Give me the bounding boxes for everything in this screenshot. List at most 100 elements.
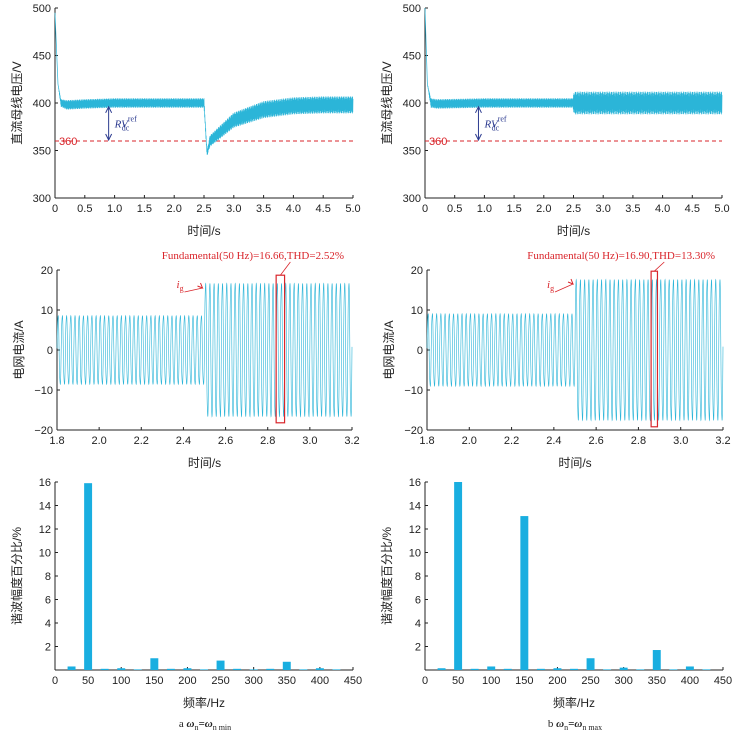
spectrum-bar (553, 668, 562, 670)
rv-arrow-head-down (475, 133, 482, 142)
x-tick-label: 2.4 (176, 435, 191, 447)
spectrum-bar (332, 669, 341, 670)
rv-arrow-head-up (105, 105, 113, 114)
x-tick-label: 2.5 (196, 203, 211, 215)
highlight-window-box (650, 270, 659, 428)
x-tick-label: 3.0 (226, 203, 241, 215)
y-tick-label: 450 (403, 51, 421, 63)
y-axis-label: 谐波幅度百分比/% (9, 527, 24, 625)
x-axis-label: 频率/Hz (553, 695, 595, 710)
x-tick-label: 2.0 (91, 435, 106, 447)
thd-leader-line (280, 261, 291, 276)
x-axis-label: 频率/Hz (183, 695, 225, 710)
x-tick-label: 200 (178, 675, 196, 687)
x-tick-label: 3.2 (344, 435, 359, 447)
y-tick-label: 16 (39, 477, 51, 489)
x-tick-label: 4.0 (655, 203, 670, 215)
x-tick-label: 150 (515, 675, 533, 687)
spectrum-bar (586, 658, 595, 670)
x-tick-label: 5.0 (714, 203, 729, 215)
y-tick-label: 500 (33, 3, 51, 15)
x-axis-label: 时间/s (557, 224, 590, 238)
x-tick-label: 0.5 (77, 203, 92, 215)
x-tick-label: 5.0 (345, 203, 360, 215)
x-tick-label: 0 (422, 203, 428, 215)
spectrum-bar (437, 668, 446, 670)
signal-label-arrowhead (567, 278, 574, 285)
x-tick-label: 4.5 (685, 203, 700, 215)
y-tick-label: 0 (47, 345, 53, 357)
y-axis-label: 谐波幅度百分比/% (379, 527, 394, 625)
thd-leader-line (654, 261, 665, 272)
spectrum-bar (487, 666, 496, 670)
x-tick-label: 200 (548, 675, 566, 687)
x-tick-label: 4.5 (316, 203, 331, 215)
chart-right-current: 1.8 2.0 2.2 2.4 2.6 2.8 3.0 3.2 −20 −10 0 10 20 时间/s 电… (382, 250, 731, 470)
chart-right-voltage: 0 0.5 1.0 1.5 2.0 2.5 3.0 3.5 4.0 4.5 5.0 300 350 400… (380, 3, 730, 238)
x-tick-label: 50 (452, 675, 464, 687)
x-tick-label: 350 (648, 675, 666, 687)
signal-label-arrowhead (197, 282, 204, 289)
y-tick-label: 8 (415, 571, 421, 583)
y-tick-label: 14 (39, 501, 51, 513)
spectrum-bar (282, 661, 291, 670)
x-tick-label: 2.4 (546, 435, 561, 447)
y-tick-label: −10 (34, 385, 53, 397)
x-tick-label: 2.8 (260, 435, 275, 447)
y-axis-label: 直流母线电压/V (10, 61, 24, 144)
y-tick-label: 2 (45, 642, 51, 654)
y-tick-label: 8 (45, 571, 51, 583)
x-tick-label: 4.0 (286, 203, 301, 215)
x-tick-label: 100 (482, 675, 500, 687)
x-tick-label: 450 (344, 675, 362, 687)
x-tick-label: 3.5 (256, 203, 271, 215)
x-tick-label: 400 (311, 675, 329, 687)
rv-annotation: RVref dc (114, 114, 137, 132)
voltage-series-line (424, 7, 723, 115)
y-tick-label: 300 (33, 193, 51, 205)
y-axis-label: 电网电流/A (382, 320, 396, 379)
x-tick-label: 2.0 (536, 203, 551, 215)
x-tick-label: 1.5 (137, 203, 152, 215)
y-tick-label: 10 (409, 548, 421, 560)
y-tick-label: 300 (403, 193, 421, 205)
x-tick-label: 1.8 (419, 435, 434, 447)
spectrum-bar (150, 658, 159, 670)
spectrum-bar (685, 666, 694, 670)
x-tick-label: 3.5 (625, 203, 640, 215)
y-tick-label: 12 (409, 524, 421, 536)
spectrum-bar (166, 668, 175, 670)
current-series-line (56, 282, 353, 418)
current-signal-label: ig (547, 279, 554, 293)
signal-label-arrow (554, 283, 574, 293)
caption-right: b ωn=ωn max (548, 718, 602, 732)
x-tick-label: 1.0 (107, 203, 122, 215)
y-tick-label: 2 (415, 642, 421, 654)
x-axis-label: 时间/s (558, 456, 591, 470)
x-tick-label: 400 (681, 675, 699, 687)
y-tick-label: 10 (41, 305, 53, 317)
y-tick-label: 20 (41, 265, 53, 277)
spectrum-bar (603, 669, 612, 670)
y-tick-label: 4 (45, 618, 51, 630)
signal-label-arrow (184, 287, 203, 293)
spectrum-bar (619, 667, 628, 670)
reference-label: 360 (429, 136, 447, 148)
x-tick-label: 350 (278, 675, 296, 687)
x-tick-label: 1.8 (49, 435, 64, 447)
x-axis-label: 时间/s (188, 456, 221, 470)
y-tick-label: 16 (409, 477, 421, 489)
spectrum-bar (216, 660, 225, 670)
y-tick-label: 350 (403, 146, 421, 158)
chart-left-current: 1.8 2.0 2.2 2.4 2.6 2.8 3.0 3.2 −20 −10 0 10 20 时间/s 电… (12, 250, 360, 470)
y-tick-label: 6 (45, 595, 51, 607)
x-tick-label: 0 (52, 675, 58, 687)
voltage-series-line (54, 12, 354, 156)
chart-right-spectrum: 0 50 100 150 200 250 300 350 400 450 2 4 6 8 10 12 14 16 频… (379, 477, 732, 710)
x-tick-label: 2.5 (566, 203, 581, 215)
x-tick-label: 2.8 (631, 435, 646, 447)
x-tick-label: 3.2 (715, 435, 730, 447)
x-tick-label: 250 (211, 675, 229, 687)
y-tick-label: −10 (404, 385, 423, 397)
